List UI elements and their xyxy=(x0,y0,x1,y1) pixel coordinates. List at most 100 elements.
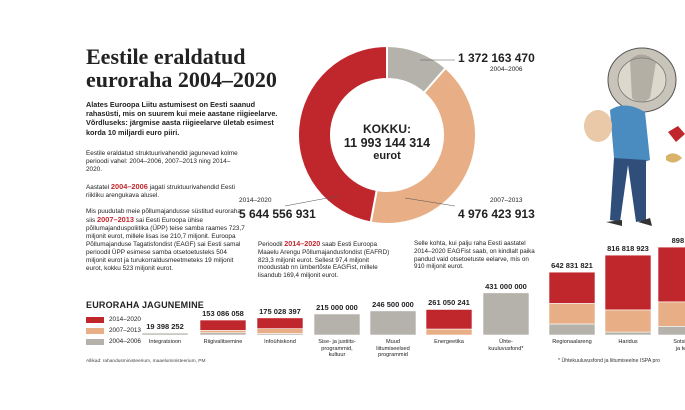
bar-segment-2014 xyxy=(256,317,304,329)
callout-1-period: 2014–2020 xyxy=(284,239,321,248)
bar-total-label: 153 086 058 xyxy=(202,309,244,319)
bar-category-label: Muud liitumiseelsed programmid xyxy=(364,339,422,359)
bar-category-label: Infoühiskond xyxy=(251,339,309,346)
bar-segment-2014 xyxy=(199,319,247,331)
legend-label-2007: 2007–2013 xyxy=(109,327,141,334)
donut-center-label: KOKKU: 11 993 144 314 eurot xyxy=(332,122,442,162)
bar-total-label: 175 028 397 xyxy=(259,306,301,316)
bar-segment-2014 xyxy=(604,254,652,311)
leader-2014 xyxy=(284,195,339,207)
bar-segment-2004 xyxy=(657,326,685,336)
bar-chart-bars xyxy=(141,246,685,336)
bar-category-line: Energeetika xyxy=(434,339,464,345)
bar-category-label: Ühte-kuuluvusfond* xyxy=(477,339,535,352)
bar-category-line: Muud xyxy=(386,339,400,345)
bar-segment-2007 xyxy=(657,301,685,327)
bar-category-line: ja te xyxy=(675,345,685,352)
bar-category-line: programmid xyxy=(378,352,408,359)
bar-segment-2014 xyxy=(548,271,596,304)
bar-segment-2007 xyxy=(425,328,473,336)
slice-period-2004: 2004–2006 xyxy=(490,66,523,73)
legend-label-2014: 2014–2020 xyxy=(109,316,141,323)
bar-segment-2007 xyxy=(548,303,596,325)
legend-2007: 2007–2013 xyxy=(86,327,141,334)
donut-slice-2014 xyxy=(297,44,388,224)
title-line-2: euroraha 2004–2020 xyxy=(86,67,277,92)
paragraph-3-a: Mis puudutab meie põllumajandusse süstit… xyxy=(86,208,243,224)
leader-2007 xyxy=(404,197,456,207)
paragraph-2-c: jagati struktuurivahendid Eesti riikliku… xyxy=(86,184,235,199)
bar-category-line: Haridus xyxy=(618,339,638,345)
bar-total-label: 816 818 923 xyxy=(607,244,649,254)
legend-2004: 2004–2006 xyxy=(86,338,141,345)
lead-paragraph: Alates Euroopa Liitu astumisest on Eesti… xyxy=(86,100,278,137)
bar-total-label: 215 000 000 xyxy=(316,302,358,312)
donut-total-label: KOKKU: xyxy=(363,122,411,136)
bar-category-label: Riigivalitsemine xyxy=(194,339,252,346)
bar-category-line: Sotsia xyxy=(673,339,685,345)
bar-category-line: Riigivalitsemine xyxy=(203,339,243,345)
legend-swatch-2004 xyxy=(86,338,104,345)
paragraph-3-period: 2007–2013 xyxy=(97,215,135,224)
bar-category-line: liitumiseelsed xyxy=(376,345,410,352)
donut-slice-2007 xyxy=(369,66,477,225)
bar-category-line: kultuur xyxy=(328,352,346,359)
bar-segment-2004 xyxy=(604,331,652,336)
title-line-1: Eestile eraldatud xyxy=(86,44,246,69)
paragraph-2: Aastatel 2004–2006 jagati struktuurivahe… xyxy=(86,183,246,200)
bar-segment-2007 xyxy=(199,329,247,334)
legend-label-2004: 2004–2006 xyxy=(109,338,141,345)
bar-segment-2007 xyxy=(604,309,652,333)
slice-period-2007: 2007–2013 xyxy=(490,197,523,204)
bar-segment-2004 xyxy=(548,323,596,336)
footnote: * Ühtekuuluvusfond ja liitumiseelne ISPA… xyxy=(558,358,660,364)
bar-category-label: Integratsioon xyxy=(136,339,194,346)
paragraph-3: Mis puudutab meie põllumajandusse süstit… xyxy=(86,208,246,273)
illustration-man-carrying-coin xyxy=(584,47,677,226)
bar-category-line: Regionaalareng xyxy=(552,339,592,345)
bar-category-label: Regionaalareng xyxy=(543,339,601,346)
slice-value-2007: 4 976 423 913 xyxy=(458,207,535,221)
donut-total-unit: eurot xyxy=(373,150,401,162)
bar-category-label: Energeetika xyxy=(420,339,478,346)
bar-segment-2004 xyxy=(482,292,530,336)
callout-eagf: Selle kohta, kui palju raha Eesti aastat… xyxy=(414,240,535,271)
bar-total-label: 261 050 241 xyxy=(428,298,470,308)
bar-segment-2004 xyxy=(141,332,189,336)
bar-total-label: 642 831 821 xyxy=(551,261,593,271)
callout-1-c: saab Eesti Euroopa Maaelu Arengu Põlluma… xyxy=(258,241,390,280)
slice-value-2004: 1 372 163 470 xyxy=(458,51,535,65)
bar-total-label: 19 398 252 xyxy=(146,322,184,332)
bar-total-label: 246 500 000 xyxy=(372,299,414,309)
bar-category-line: Ühte- xyxy=(499,339,513,345)
bar-segment-2014 xyxy=(425,309,473,330)
bar-category-line: programmid, xyxy=(321,345,353,352)
paragraph-2-period: 2004–2006 xyxy=(110,182,148,191)
slice-value-2014: 5 644 556 931 xyxy=(239,207,316,221)
donut-total-value: 11 993 144 314 xyxy=(343,136,431,150)
legend-swatch-2014 xyxy=(86,316,104,323)
callout-2014-2020: Perioodil 2014–2020 saab Eesti Euroopa M… xyxy=(258,240,398,280)
illustration-coin-edge xyxy=(666,126,685,163)
bar-category-label: Haridus xyxy=(599,339,657,346)
bar-segment-2007 xyxy=(256,328,304,334)
bar-category-label: Sise- ja justiits-programmid, kultuur xyxy=(308,339,366,359)
callout-1-a: Perioodil xyxy=(258,241,285,248)
bar-category-line: Integratsioon xyxy=(148,339,182,345)
bar-category-line: Infoühiskond xyxy=(264,339,296,345)
slice-period-2014: 2014–2020 xyxy=(239,197,272,204)
donut-slices xyxy=(297,44,477,225)
paragraph-1: Eestile eraldatud struktuurivahendid jag… xyxy=(86,150,238,173)
page-title: Eestile eraldatud euroraha 2004–2020 xyxy=(86,45,286,91)
bar-category-line: Sise- ja justiits- xyxy=(318,339,356,345)
bar-segment-2014 xyxy=(657,246,685,303)
legend-2014: 2014–2020 xyxy=(86,316,141,323)
source-note: Allikad: rahandusministeerium, maaelumin… xyxy=(86,359,206,364)
bar-chart-title: EURORAHA JAGUNEMINE xyxy=(86,300,204,310)
bar-segment-2004 xyxy=(199,332,247,336)
legend-swatch-2007 xyxy=(86,327,104,334)
bar-segment-2004 xyxy=(313,313,361,336)
bar-category-label: Sotsiaja te xyxy=(652,339,685,352)
paragraph-3-c: sai Eesti Euroopa ühise põllumajanduspol… xyxy=(86,217,245,272)
